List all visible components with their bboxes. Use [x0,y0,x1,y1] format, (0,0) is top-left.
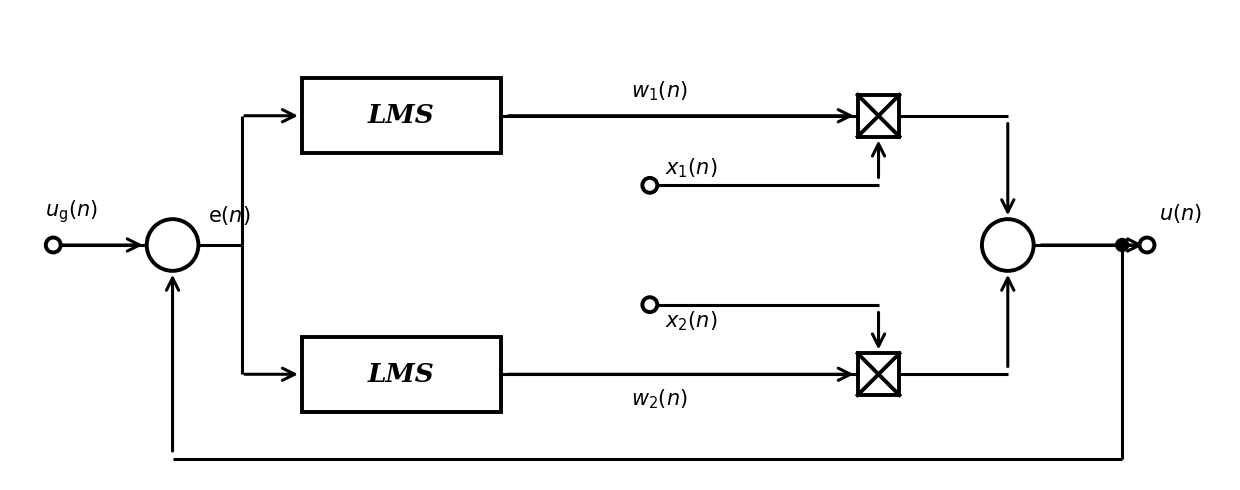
Text: $\mathrm{e}(n)$: $\mathrm{e}(n)$ [208,204,250,227]
Text: $w_1(n)$: $w_1(n)$ [631,79,688,103]
Circle shape [642,297,657,312]
Text: LMS: LMS [368,362,435,387]
Bar [858,95,899,137]
Circle shape [46,238,61,252]
Text: $u_{\mathrm{g}}(n)$: $u_{\mathrm{g}}(n)$ [46,198,98,225]
Circle shape [1116,239,1128,251]
Bar [301,337,501,412]
Bar [301,78,501,153]
Text: $w_2(n)$: $w_2(n)$ [631,387,688,411]
Text: $x_2(n)$: $x_2(n)$ [665,310,717,333]
Circle shape [642,178,657,193]
Circle shape [1140,238,1154,252]
Bar [858,353,899,395]
Text: $u(n)$: $u(n)$ [1159,202,1202,225]
Text: $x_1(n)$: $x_1(n)$ [665,157,717,180]
Text: LMS: LMS [368,103,435,128]
